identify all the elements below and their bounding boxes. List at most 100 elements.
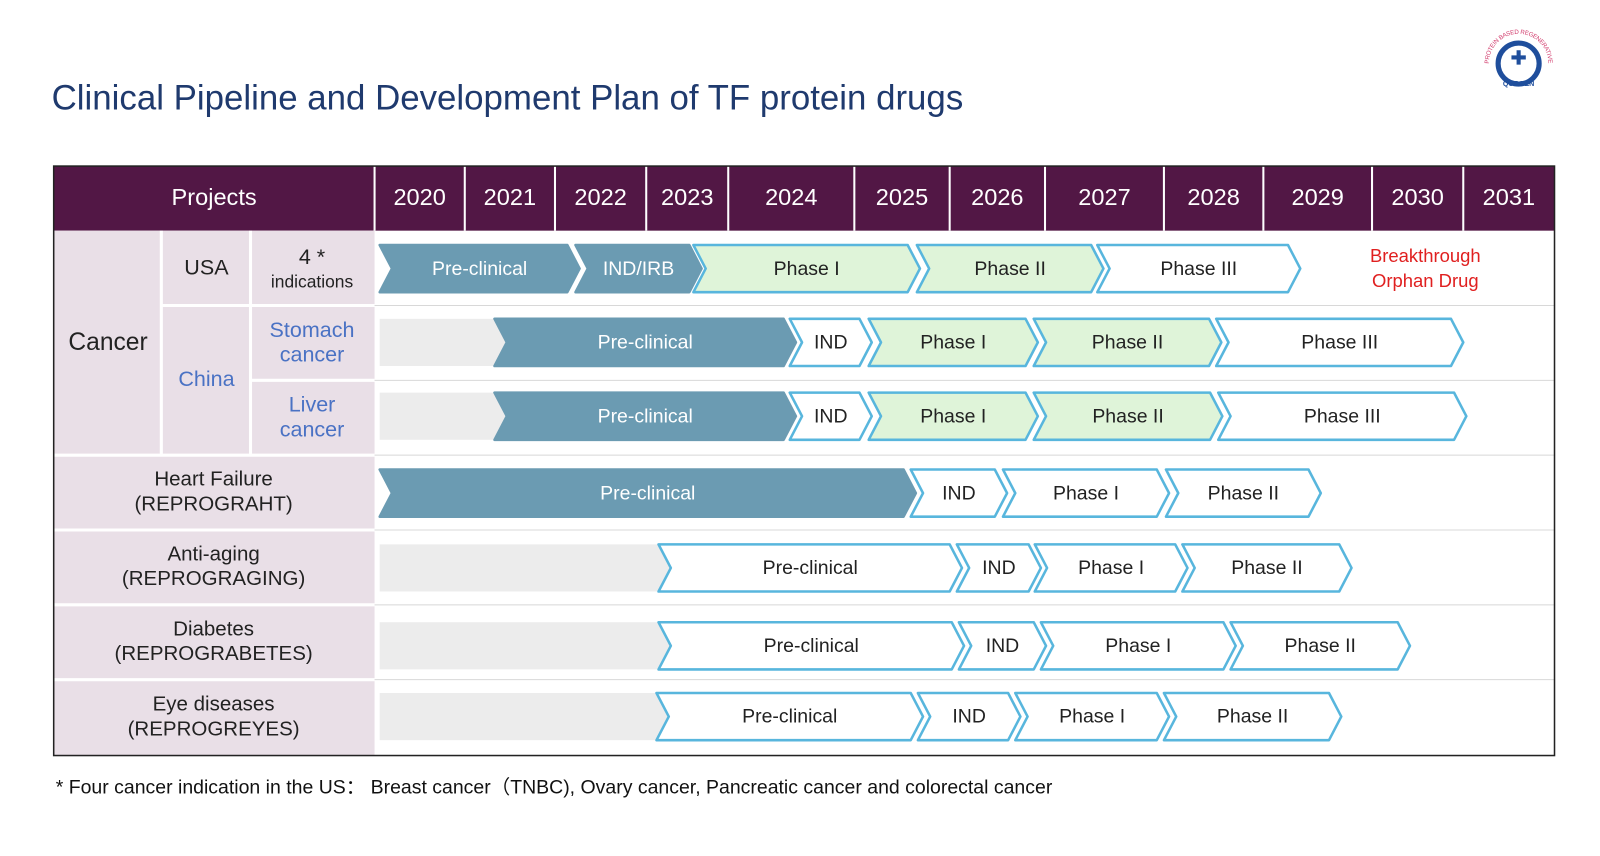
phase-label: Phase III — [1160, 258, 1237, 280]
placeholder-bar — [379, 392, 516, 440]
phase-label: IND — [814, 332, 848, 354]
year-label: 2029 — [1291, 184, 1343, 210]
placeholder-bar — [379, 693, 677, 741]
year-label: 2022 — [574, 184, 626, 210]
phase-bar — [915, 243, 1105, 294]
phase-label: Phase I — [1078, 557, 1144, 579]
phase-bar — [909, 468, 1009, 518]
header-projects: Projects — [172, 184, 257, 210]
phase-label: Pre-clinical — [598, 332, 693, 354]
phase-label: Pre-clinical — [598, 405, 693, 427]
phase-label: Pre-clinical — [763, 557, 858, 579]
table-border — [52, 165, 1556, 757]
phase-bar — [1164, 468, 1323, 518]
phase-bar — [1039, 620, 1237, 671]
placeholder-bar — [379, 544, 677, 592]
phase-bar — [493, 317, 798, 368]
row-label: Anti-aging — [167, 543, 259, 566]
note: Orphan Drug — [1372, 270, 1479, 291]
phase-label: Phase II — [1231, 557, 1302, 579]
phase-bar — [916, 691, 1022, 742]
phase-bar — [1014, 691, 1171, 742]
phase-bar — [788, 391, 874, 442]
phase-label: Pre-clinical — [742, 706, 837, 728]
phase-label: Pre-clinical — [764, 635, 859, 657]
row-label: indications — [271, 272, 354, 292]
year-label: 2021 — [484, 184, 536, 210]
phase-bar — [574, 243, 703, 294]
logo-arc-text: PROTEIN BASED REGENERATIVE MEDICINE — [0, 0, 1554, 64]
phase-label: Phase III — [1304, 405, 1381, 427]
phase-bar — [1162, 691, 1343, 742]
phase-bar — [657, 620, 966, 671]
phase-label: Phase II — [1217, 706, 1288, 728]
placeholder-bar — [379, 622, 677, 670]
placeholder-bar — [379, 318, 516, 366]
row-label: Heart Failure — [154, 468, 273, 491]
year-label: 2020 — [393, 184, 445, 210]
row-label: Eye diseases — [153, 693, 275, 716]
row-label: (REPROGRAHT) — [134, 492, 292, 515]
row-label: Stomach — [270, 318, 355, 342]
phase-label: Phase I — [920, 405, 986, 427]
phase-bar — [1032, 317, 1223, 368]
phase-bar — [1216, 391, 1468, 442]
phase-bar — [1033, 543, 1189, 593]
year-label: 2024 — [765, 184, 817, 210]
phase-bar — [1214, 317, 1465, 368]
row-label: 4 * — [299, 245, 326, 269]
phase-bar — [1032, 391, 1224, 442]
phase-bar — [867, 317, 1040, 368]
phase-label: Phase II — [1208, 482, 1279, 504]
phase-label: Phase I — [920, 332, 986, 354]
row-label: Cancer — [68, 329, 147, 356]
phase-label: IND — [952, 706, 986, 728]
phase-label: IND — [814, 405, 848, 427]
phase-label: Phase II — [1092, 405, 1163, 427]
year-label: 2025 — [876, 184, 928, 210]
logo-name: QURGEN — [1503, 80, 1534, 88]
phase-bar — [867, 391, 1040, 442]
row-label: (REPROGREYES) — [128, 717, 300, 740]
phase-bar — [955, 543, 1043, 593]
row-label: cancer — [280, 417, 345, 441]
year-label: 2031 — [1483, 184, 1535, 210]
row-label: cancer — [280, 342, 345, 366]
phase-bar — [378, 243, 581, 294]
phase-label: Phase II — [1285, 635, 1356, 657]
footnote: * Four cancer indication in the US： Brea… — [56, 776, 1053, 798]
phase-label: IND/IRB — [603, 258, 674, 280]
phase-bar — [1181, 543, 1353, 593]
phase-label: Phase I — [774, 258, 840, 280]
title: Clinical Pipeline and Development Plan o… — [52, 79, 964, 118]
phase-bar — [1096, 243, 1302, 294]
label-bg — [53, 230, 375, 756]
phase-bar — [1001, 468, 1171, 518]
year-label: 2027 — [1078, 184, 1130, 210]
row-label: (REPROGRAGING) — [122, 567, 305, 590]
row-label: Diabetes — [173, 617, 254, 640]
phase-bar — [1229, 620, 1412, 671]
year-label: 2030 — [1391, 184, 1443, 210]
phase-label: IND — [982, 557, 1016, 579]
logo-arc: PROTEIN BASED REGENERATIVE MEDICINE — [0, 0, 1554, 64]
row-label: Liver — [289, 393, 336, 417]
year-label: 2023 — [661, 184, 713, 210]
phase-bar — [657, 543, 964, 593]
phase-label: IND — [986, 635, 1020, 657]
phase-bar — [692, 243, 922, 294]
logo-cross — [1511, 50, 1526, 65]
phase-label: Phase I — [1059, 706, 1125, 728]
header-bg — [53, 166, 1555, 231]
logo: PROTEIN BASED REGENERATIVE MEDICINE QURG… — [0, 0, 1554, 88]
phase-label: Phase II — [974, 258, 1045, 280]
phase-label: Pre-clinical — [600, 482, 695, 504]
phase-label: Pre-clinical — [432, 258, 527, 280]
row-label: (REPROGRABETES) — [115, 642, 313, 665]
logo-ring — [1495, 40, 1542, 87]
phase-label: Phase III — [1301, 332, 1378, 354]
phase-label: Phase II — [1092, 332, 1163, 354]
phase-bar — [957, 620, 1048, 671]
